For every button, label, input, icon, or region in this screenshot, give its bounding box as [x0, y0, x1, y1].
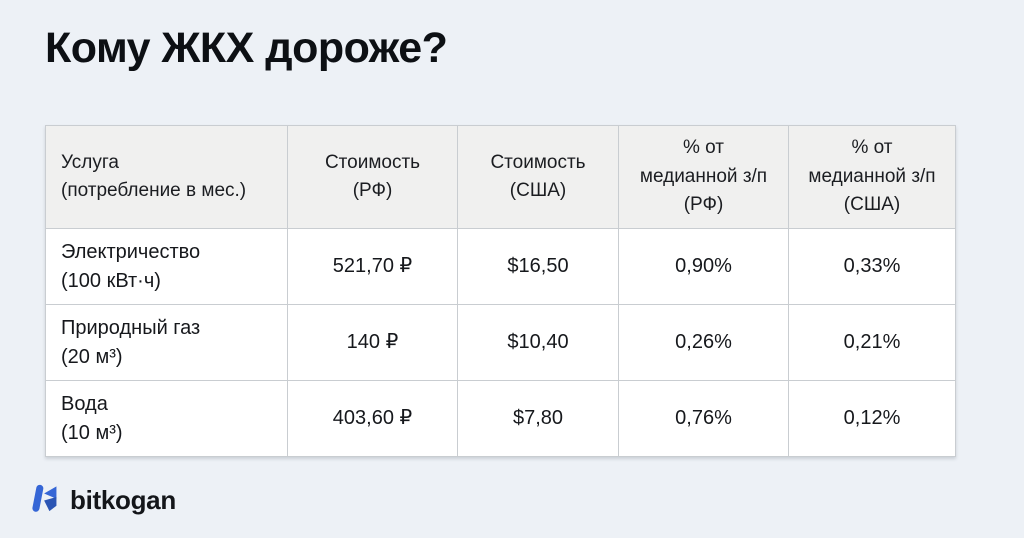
- cell-service: Электричество (100 кВт·ч): [45, 228, 288, 305]
- bitkogan-logo-text: bitkogan: [70, 485, 176, 515]
- table-row-water: Вода (10 м³) 403,60 ₽ $7,80 0,76% 0,12%: [45, 380, 956, 457]
- bitkogan-logo: bitkogan: [30, 482, 176, 519]
- cell-cost-usa: $16,50: [457, 228, 619, 305]
- cell-cost-rf: 403,60 ₽: [287, 380, 458, 457]
- cell-cost-usa: $10,40: [457, 304, 619, 381]
- cell-pct-rf: 0,26%: [618, 304, 789, 381]
- table-row-natural-gas: Природный газ (20 м³) 140 ₽ $10,40 0,26%…: [45, 304, 956, 381]
- header-row: Услуга (потребление в мес.) Стоимость (Р…: [45, 125, 956, 229]
- page-title: Кому ЖКХ дороже?: [45, 24, 448, 72]
- cell-service: Вода (10 м³): [45, 380, 288, 457]
- column-header-pct-median-usa: % от медианной з/п (США): [788, 125, 956, 229]
- cell-service: Природный газ (20 м³): [45, 304, 288, 381]
- table-header: Услуга (потребление в мес.) Стоимость (Р…: [45, 125, 956, 229]
- column-header-cost-usa: Стоимость (США): [457, 125, 619, 229]
- cell-cost-rf: 521,70 ₽: [287, 228, 458, 305]
- column-header-pct-median-rf: % от медианной з/п (РФ): [618, 125, 789, 229]
- column-header-cost-rf: Стоимость (РФ): [287, 125, 458, 229]
- cell-cost-rf: 140 ₽: [287, 304, 458, 381]
- utilities-cost-table: Услуга (потребление в мес.) Стоимость (Р…: [45, 125, 956, 457]
- table-row-electricity: Электричество (100 кВт·ч) 521,70 ₽ $16,5…: [45, 228, 956, 305]
- cell-pct-usa: 0,12%: [788, 380, 956, 457]
- cell-pct-usa: 0,33%: [788, 228, 956, 305]
- table-body: Электричество (100 кВт·ч) 521,70 ₽ $16,5…: [45, 228, 956, 457]
- cell-pct-rf: 0,76%: [618, 380, 789, 457]
- cell-cost-usa: $7,80: [457, 380, 619, 457]
- cell-pct-rf: 0,90%: [618, 228, 789, 305]
- column-header-service: Услуга (потребление в мес.): [45, 125, 288, 229]
- cell-pct-usa: 0,21%: [788, 304, 956, 381]
- bitkogan-logo-icon: [30, 482, 60, 519]
